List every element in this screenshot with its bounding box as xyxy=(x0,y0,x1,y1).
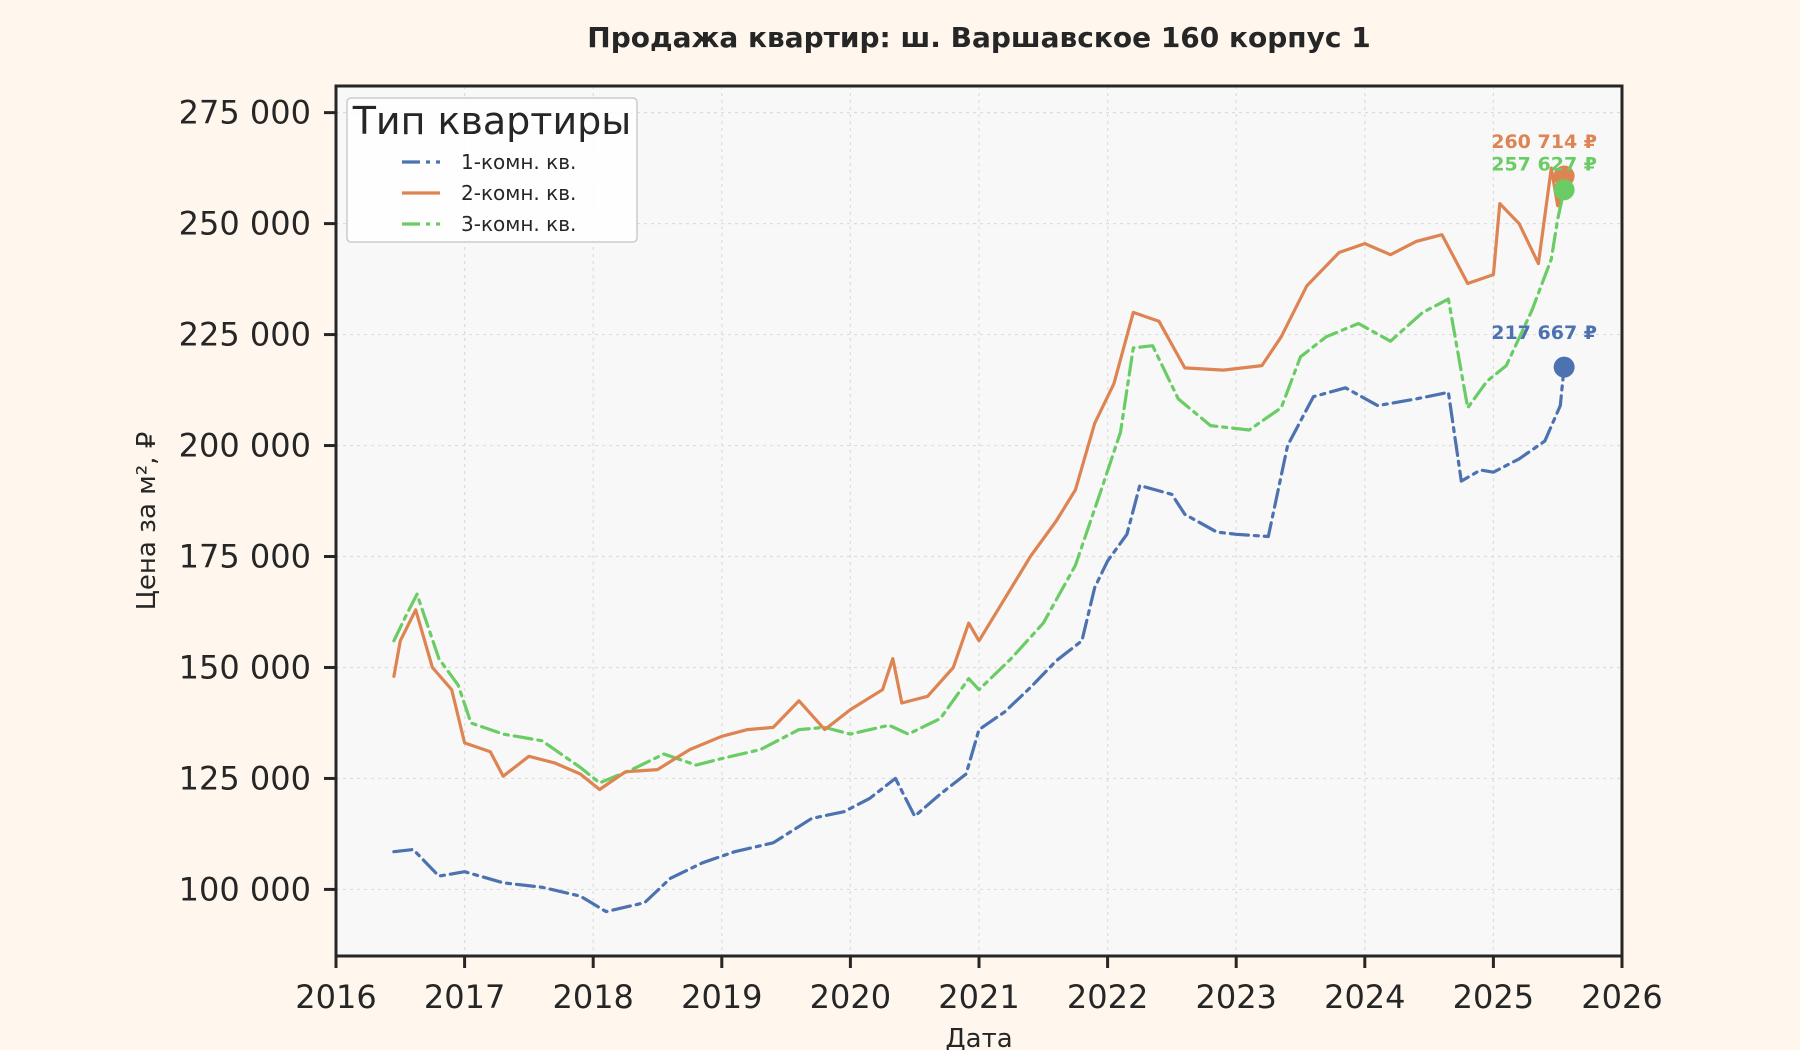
legend-items: 1-комн. кв. 2-комн. кв. 3-комн. кв. xyxy=(402,150,576,236)
y-tick-label: 150 000 xyxy=(179,648,311,686)
y-tick-label: 200 000 xyxy=(179,427,311,465)
series-layer xyxy=(392,166,1566,914)
y-tick-label: 175 000 xyxy=(179,538,311,576)
x-tick-label: 2018 xyxy=(552,978,633,1016)
y-tick-label: 125 000 xyxy=(179,759,311,797)
x-axis-ticks: 2016 2017 2018 2019 2020 2021 2022 2023 2024 2025… xyxy=(295,956,1663,1016)
y-axis-ticks: 100 000 125 000 150 000 175 000 200 000 225 0… xyxy=(179,94,336,908)
series-line-3 xyxy=(392,188,1566,785)
end-marker-1 xyxy=(1553,356,1575,378)
legend-label-1: 1-комн. кв. xyxy=(461,150,576,174)
end-value-label-3: 257 627 ₽ xyxy=(1491,154,1597,176)
legend-label-2: 2-комн. кв. xyxy=(461,181,576,205)
x-tick-label: 2024 xyxy=(1324,978,1405,1016)
x-tick-label: 2022 xyxy=(1067,978,1148,1016)
legend-title: Тип квартиры xyxy=(352,99,632,143)
x-tick-label: 2023 xyxy=(1195,978,1276,1016)
x-axis-title: Дата xyxy=(945,1024,1012,1050)
x-tick-label: 2017 xyxy=(424,978,505,1016)
x-tick-label: 2026 xyxy=(1581,978,1662,1016)
legend-box xyxy=(346,97,638,243)
end-value-label-2: 260 714 ₽ xyxy=(1491,131,1597,153)
x-tick-label: 2020 xyxy=(810,978,891,1016)
end-markers: 217 667 ₽ 260 714 ₽257 627 ₽ xyxy=(1491,131,1597,378)
y-tick-label: 250 000 xyxy=(179,205,311,243)
series-line-2 xyxy=(392,166,1566,792)
y-tick-label: 225 000 xyxy=(179,316,311,354)
end-value-label-1: 217 667 ₽ xyxy=(1491,322,1597,344)
y-tick-label: 100 000 xyxy=(179,870,311,908)
x-tick-label: 2021 xyxy=(938,978,1019,1016)
x-tick-label: 2019 xyxy=(681,978,762,1016)
legend-label-3: 3-комн. кв. xyxy=(461,212,576,236)
legend: Тип квартиры 1-комн. кв. 2-комн. кв. 3-ком… xyxy=(346,97,638,243)
x-tick-label: 2025 xyxy=(1453,978,1534,1016)
series-line-1 xyxy=(392,365,1566,914)
end-marker-3 xyxy=(1553,179,1575,201)
chart-title: Продажа квартир: ш. Варшавское 160 корпу… xyxy=(587,21,1370,54)
x-tick-label: 2016 xyxy=(295,978,376,1016)
y-tick-label: 275 000 xyxy=(179,94,311,132)
y-axis-title: Цена за м², ₽ xyxy=(132,432,162,611)
